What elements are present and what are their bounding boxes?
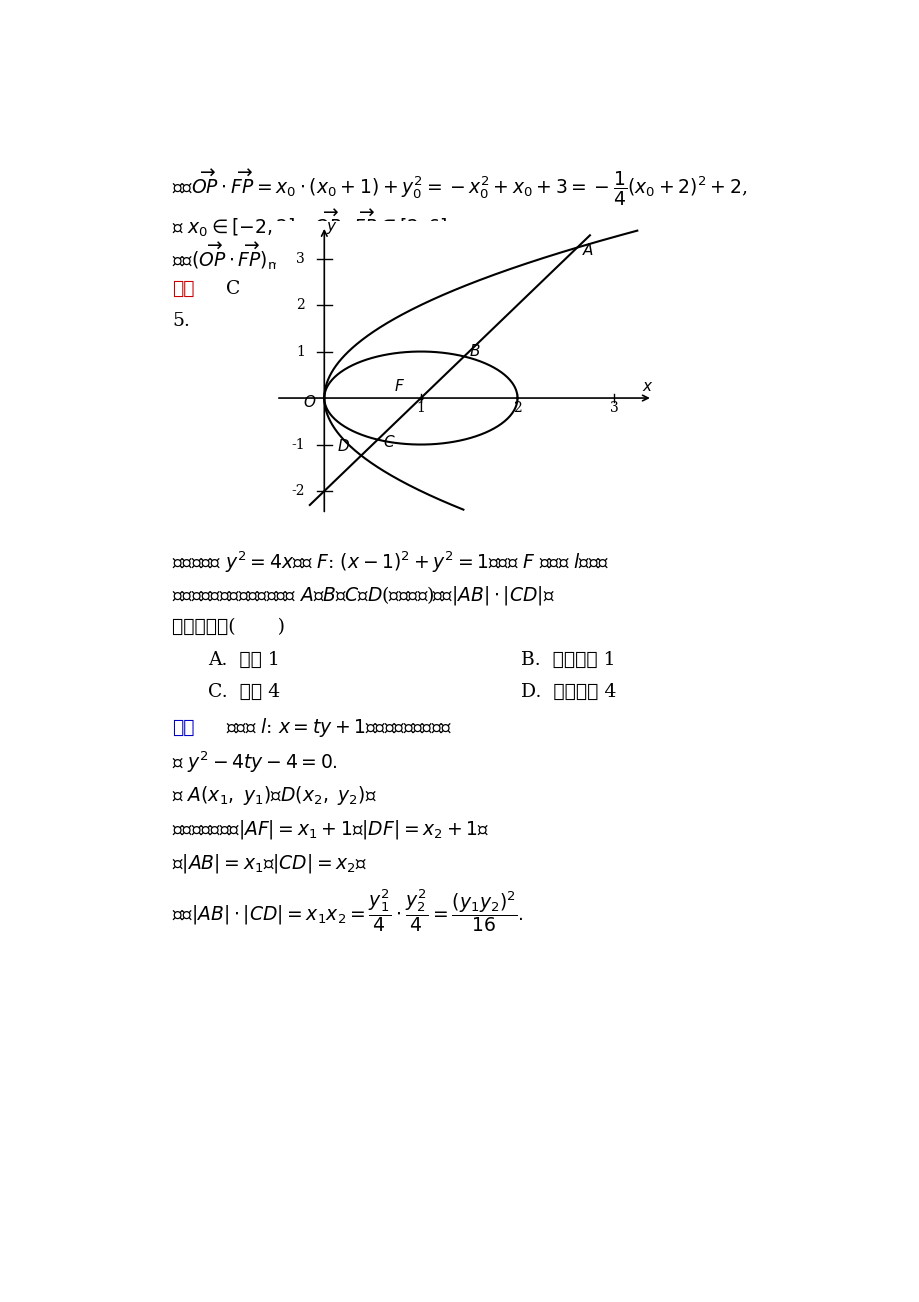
Text: B.  最小值是 1: B. 最小值是 1 (521, 651, 615, 668)
Text: $x$: $x$ (641, 380, 653, 395)
Text: 又 $x_0\in[-2,2]$，即$\overrightarrow{OP}\cdot\overrightarrow{FP}\in[2,6]$，: 又 $x_0\in[-2,2]$，即$\overrightarrow{OP}\c… (172, 207, 459, 240)
Text: 1: 1 (416, 401, 425, 415)
Text: 5.: 5. (172, 311, 189, 329)
Text: $B$: $B$ (469, 344, 480, 359)
Text: 答案: 答案 (172, 280, 194, 298)
Text: 设直线 $l$: $x=ty+1$，代入抛物线方程，: 设直线 $l$: $x=ty+1$，代入抛物线方程， (225, 716, 451, 740)
Text: -2: -2 (291, 484, 305, 499)
Text: 2: 2 (513, 401, 521, 415)
Text: $D$: $D$ (336, 437, 350, 454)
Text: 3: 3 (609, 401, 618, 415)
Text: 得 $y^2-4ty-4=0.$: 得 $y^2-4ty-4=0.$ (172, 749, 337, 775)
Text: 3: 3 (296, 251, 305, 266)
Text: C.  等于 4: C. 等于 4 (208, 682, 279, 700)
Text: D.  最大值是 4: D. 最大值是 4 (521, 682, 616, 700)
Text: 所以$(\overrightarrow{OP}\cdot\overrightarrow{FP})_{\max}=6.$: 所以$(\overrightarrow{OP}\cdot\overrightar… (172, 241, 337, 272)
Text: 所以$|AB|\cdot|CD|=x_1x_2=\dfrac{y_1^2}{4}\cdot\dfrac{y_2^2}{4}=\dfrac{(y_1y_2)^2}: 所以$|AB|\cdot|CD|=x_1x_2=\dfrac{y_1^2}{4}… (172, 887, 523, 934)
Text: $F$: $F$ (393, 378, 404, 395)
Text: 根据抛物线定义$|AF|=x_1+1$，$|DF|=x_2+1$，: 根据抛物线定义$|AF|=x_1+1$，$|DF|=x_2+1$， (172, 819, 489, 841)
Text: 而下顺次与上述两曲线交于点 $A$，$B$，$C$，$D$(如图所示)，则$|AB|\cdot|CD|$的: 而下顺次与上述两曲线交于点 $A$，$B$，$C$，$D$(如图所示)，则$|A… (172, 583, 554, 607)
Text: 设 $A(x_1,\ y_1)$，$D(x_2,\ y_2)$，: 设 $A(x_1,\ y_1)$，$D(x_2,\ y_2)$， (172, 784, 377, 807)
Text: 已知抛物线 $y^2=4x$，圆 $F$: $(x-1)^2+y^2=1$，过点 $F$ 作直线 $l$，自上: 已知抛物线 $y^2=4x$，圆 $F$: $(x-1)^2+y^2=1$，过点… (172, 549, 608, 575)
Text: $C$: $C$ (382, 434, 394, 449)
Text: 故$|AB|=x_1$，$|CD|=x_2$，: 故$|AB|=x_1$，$|CD|=x_2$， (172, 852, 367, 875)
Text: 解析: 解析 (172, 719, 194, 737)
Text: $y$: $y$ (326, 220, 337, 236)
Text: 所以$\overrightarrow{OP}\cdot\overrightarrow{FP}=x_0\cdot(x_0+1)+y_0^2=-x_0^2+x_0+: 所以$\overrightarrow{OP}\cdot\overrightarr… (172, 168, 746, 208)
Text: $O$: $O$ (302, 395, 316, 410)
Text: 1: 1 (296, 345, 305, 358)
Text: 2: 2 (296, 298, 305, 312)
Text: A.  等于 1: A. 等于 1 (208, 651, 279, 668)
Text: C: C (225, 280, 240, 298)
Text: $A$: $A$ (582, 242, 594, 258)
Text: -1: -1 (291, 437, 305, 452)
Text: 值正确的是(       ): 值正确的是( ) (172, 618, 285, 637)
